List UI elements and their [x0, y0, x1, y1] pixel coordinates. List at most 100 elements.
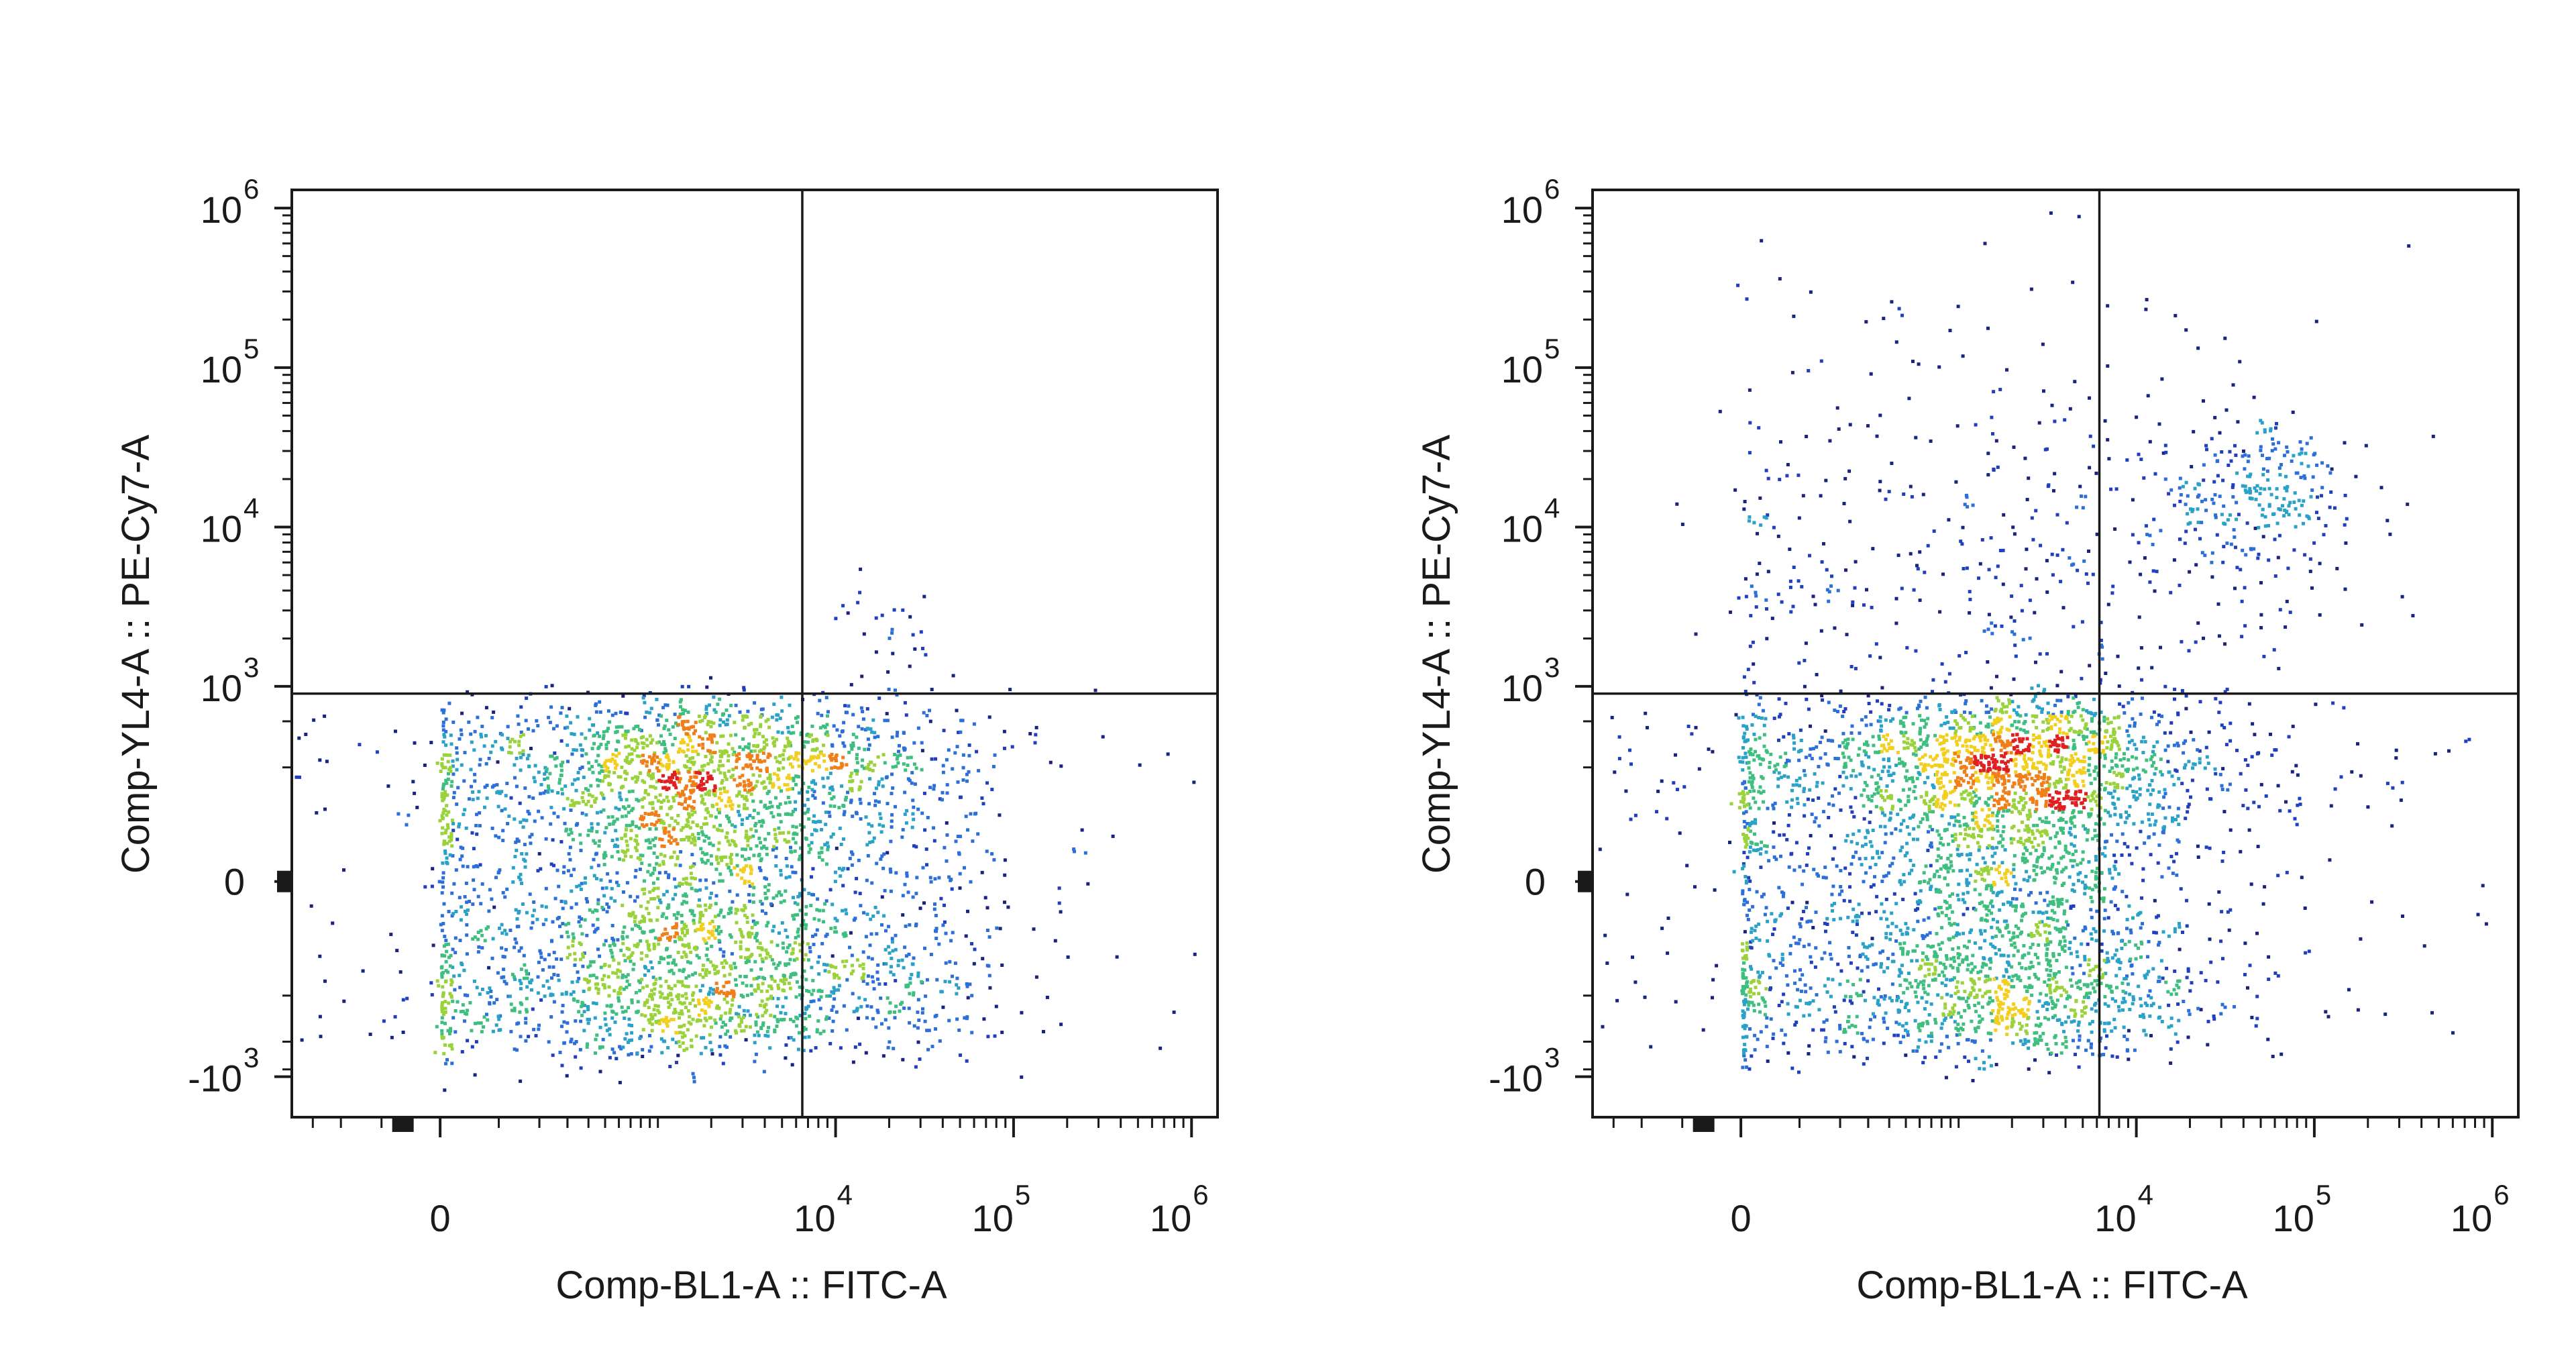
event-dot	[555, 756, 559, 760]
event-dot	[2322, 533, 2326, 537]
event-dot	[881, 1054, 885, 1058]
event-dot	[2212, 1017, 2216, 1021]
event-dot	[2148, 439, 2152, 444]
event-dot	[2080, 676, 2084, 680]
event-dot	[684, 823, 688, 827]
event-dot	[633, 738, 637, 742]
event-dot	[462, 813, 466, 817]
event-dot	[2153, 589, 2157, 593]
event-dot	[2163, 684, 2167, 688]
event-dot	[916, 807, 920, 811]
event-dot	[764, 1002, 768, 1006]
event-dot	[1848, 999, 1852, 1003]
event-dot	[525, 1010, 529, 1014]
event-dot	[891, 949, 895, 953]
event-dot	[666, 962, 670, 966]
event-dot	[835, 919, 839, 923]
event-dot	[635, 1051, 639, 1055]
event-dot	[655, 766, 659, 770]
event-dot	[870, 881, 874, 885]
event-dot	[715, 1006, 718, 1010]
event-dot	[834, 870, 837, 874]
event-dot	[505, 782, 509, 786]
event-dot	[682, 894, 686, 898]
event-dot	[754, 784, 758, 788]
event-dot	[752, 744, 756, 747]
event-dot	[714, 982, 718, 986]
event-dot	[763, 785, 767, 789]
event-dot	[769, 986, 773, 990]
event-dot	[2049, 211, 2053, 215]
event-dot	[2106, 304, 2110, 308]
event-dot	[765, 997, 769, 1001]
event-dot	[575, 800, 579, 805]
event-dot	[720, 829, 724, 833]
event-dot	[849, 850, 853, 854]
event-dot	[747, 788, 751, 792]
event-dot	[678, 780, 682, 784]
event-dot	[1034, 725, 1038, 729]
event-dot	[2000, 624, 2004, 628]
event-dot	[474, 823, 478, 827]
event-dot	[759, 859, 763, 862]
event-dot	[1003, 873, 1007, 877]
event-dot	[2214, 772, 2218, 776]
event-dot	[645, 953, 649, 957]
event-dot	[785, 950, 789, 954]
event-dot	[833, 997, 837, 1001]
event-dot	[755, 931, 759, 935]
event-dot	[877, 780, 881, 784]
event-dot	[841, 932, 845, 936]
event-dot	[521, 733, 525, 737]
event-dot	[871, 914, 875, 918]
event-dot	[743, 913, 747, 917]
event-dot	[590, 805, 594, 808]
event-dot	[682, 712, 686, 715]
event-dot	[728, 907, 732, 911]
event-dot	[577, 976, 581, 980]
event-dot	[843, 744, 847, 748]
event-dot	[685, 835, 689, 839]
event-dot	[704, 878, 708, 882]
event-dot	[2125, 458, 2129, 462]
event-dot	[535, 719, 539, 723]
event-dot	[816, 1019, 820, 1023]
event-dot	[809, 1000, 813, 1004]
event-dot	[669, 817, 674, 820]
event-dot	[2296, 803, 2300, 807]
event-dot	[1856, 966, 1860, 970]
event-dot	[741, 995, 745, 999]
event-dot	[2223, 336, 2227, 340]
event-dot	[744, 835, 748, 839]
event-dot	[858, 590, 862, 594]
event-dot	[2042, 389, 2045, 393]
event-dot	[809, 1049, 813, 1053]
event-dot	[494, 739, 498, 743]
event-dot	[803, 1011, 807, 1015]
event-dot	[760, 957, 764, 961]
event-dot	[858, 797, 862, 801]
event-dot	[506, 737, 510, 740]
event-dot	[2106, 437, 2110, 442]
event-dot	[2273, 748, 2277, 752]
event-dot	[949, 939, 953, 943]
event-dot	[1848, 519, 1852, 523]
event-dot	[492, 710, 496, 714]
event-dot	[714, 990, 718, 994]
event-dot	[614, 725, 619, 729]
event-dot	[650, 988, 653, 992]
event-dot	[1793, 1023, 1797, 1027]
event-dot	[610, 955, 614, 959]
event-dot	[734, 940, 738, 944]
event-dot	[571, 932, 575, 936]
event-dot	[741, 1015, 745, 1019]
event-dot	[826, 710, 830, 714]
event-dot	[812, 999, 816, 1003]
event-dot	[559, 840, 564, 843]
event-dot	[661, 1039, 665, 1043]
event-dot	[2127, 1029, 2131, 1033]
event-dot	[839, 843, 843, 846]
event-dot	[665, 906, 669, 910]
event-dot	[614, 748, 619, 752]
event-dot	[2031, 537, 2035, 541]
